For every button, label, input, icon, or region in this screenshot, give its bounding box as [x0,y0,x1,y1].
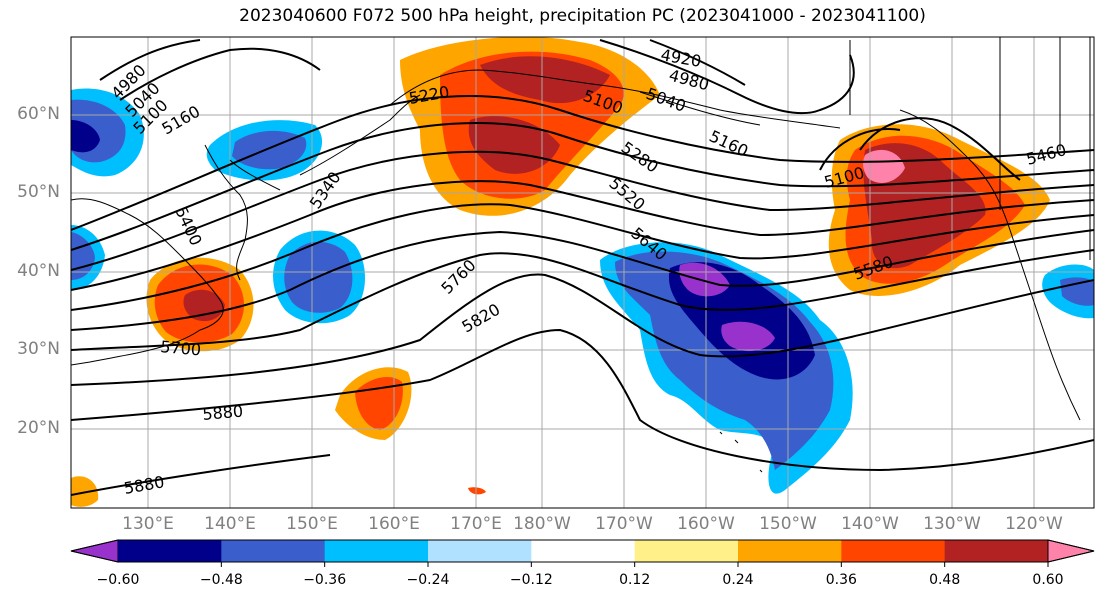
map-frame [70,36,1095,509]
colorbar-swatch [841,540,946,562]
lon-label: 130°E [122,514,174,534]
lon-label: 170°W [595,514,653,534]
colorbar-swatch [221,540,326,562]
colorbar-frame [70,539,1095,563]
map-area [71,37,1094,508]
lon-label: 140°E [204,514,256,534]
lon-label: 160°E [368,514,420,534]
lon-label: 160°W [677,514,735,534]
colorbar-swatch [428,540,532,562]
colorbar-tick-label: 0.48 [929,572,961,588]
lon-label: 150°E [286,514,338,534]
colorbar-swatch [634,540,739,562]
contour-label: 5700 [160,337,202,359]
graticule [71,37,1094,508]
lon-label: 180°W [513,514,571,534]
colorbar [70,539,1095,567]
lat-label: 30°N [17,339,60,359]
lat-label: 40°N [17,261,60,281]
colorbar-extend-low [70,539,119,563]
colorbar-tick-label: 0.12 [619,572,651,588]
colorbar-tick-label: −0.12 [509,572,553,588]
colorbar-swatch [531,540,636,562]
lat-label: 60°N [17,104,60,124]
colorbar-tick-label: 0.24 [722,572,754,588]
precip-fills [71,37,1094,507]
contour-label: 5880 [202,402,244,424]
colorbar-swatch [324,540,429,562]
colorbar-tick-label: −0.48 [199,572,243,588]
lon-label: 140°W [841,514,899,534]
colorbar-tick-label: 0.60 [1032,572,1064,588]
height-contours [71,39,1094,496]
lat-label: 50°N [17,182,60,202]
colorbar-swatch [944,540,1049,562]
colorbar-tick-label: −0.36 [303,572,347,588]
lon-label: 150°W [759,514,817,534]
colorbar-tick-label: 0.36 [825,572,857,588]
lat-label: 20°N [17,418,60,438]
map-title: 2023040600 F072 500 hPa height, precipit… [239,6,926,26]
lon-label: 130°W [923,514,981,534]
lon-label: 170°E [450,514,502,534]
colorbar-swatch [118,540,222,562]
colorbar-extend-high [1047,539,1095,563]
lon-label: 120°W [1005,514,1063,534]
colorbar-swatch [738,540,842,562]
colorbar-tick-label: −0.60 [96,572,140,588]
colorbar-tick-label: −0.24 [406,572,450,588]
